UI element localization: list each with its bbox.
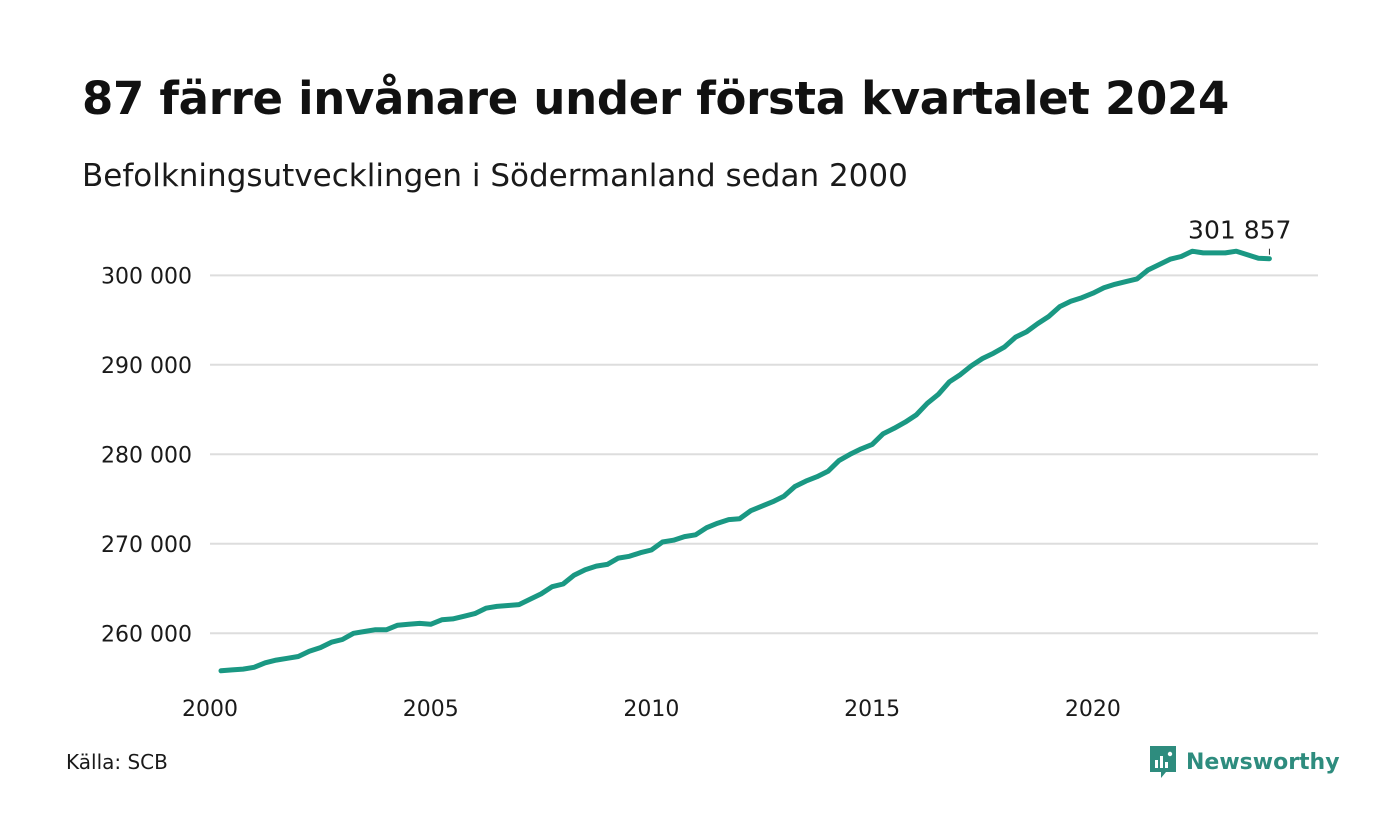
x-tick-label: 2020 xyxy=(1065,697,1121,722)
x-tick-label: 2005 xyxy=(403,697,459,722)
brand-name: Newsworthy xyxy=(1186,749,1340,775)
chart-bubble-icon xyxy=(1150,746,1176,778)
x-axis-tick-labels: 2000 2005 2010 2015 2020 xyxy=(182,697,1121,722)
series-layer xyxy=(218,248,1272,674)
x-tick-label: 2010 xyxy=(623,697,679,722)
x-tick-label: 2000 xyxy=(182,697,238,722)
chart-subtitle: Befolkningsutvecklingen i Södermanland s… xyxy=(82,158,908,194)
brand-logo: Newsworthy xyxy=(1148,742,1340,782)
series-line-0 xyxy=(218,248,1272,674)
y-tick-label: 290 000 xyxy=(101,354,192,379)
y-tick-label: 270 000 xyxy=(101,533,192,558)
source-note: Källa: SCB xyxy=(66,750,168,774)
y-tick-label: 300 000 xyxy=(101,264,192,289)
end-value-label: 301 857 xyxy=(1188,216,1291,245)
y-axis-tick-labels: 260 000 270 000 280 000 290 000 300 000 xyxy=(101,264,192,647)
y-tick-label: 280 000 xyxy=(101,443,192,468)
gridlines xyxy=(210,274,1318,635)
end-label-layer: 301 857 xyxy=(1188,216,1291,255)
x-tick-label: 2015 xyxy=(844,697,900,722)
y-tick-label: 260 000 xyxy=(101,622,192,647)
chart-title: 87 färre invånare under första kvartalet… xyxy=(82,72,1229,125)
